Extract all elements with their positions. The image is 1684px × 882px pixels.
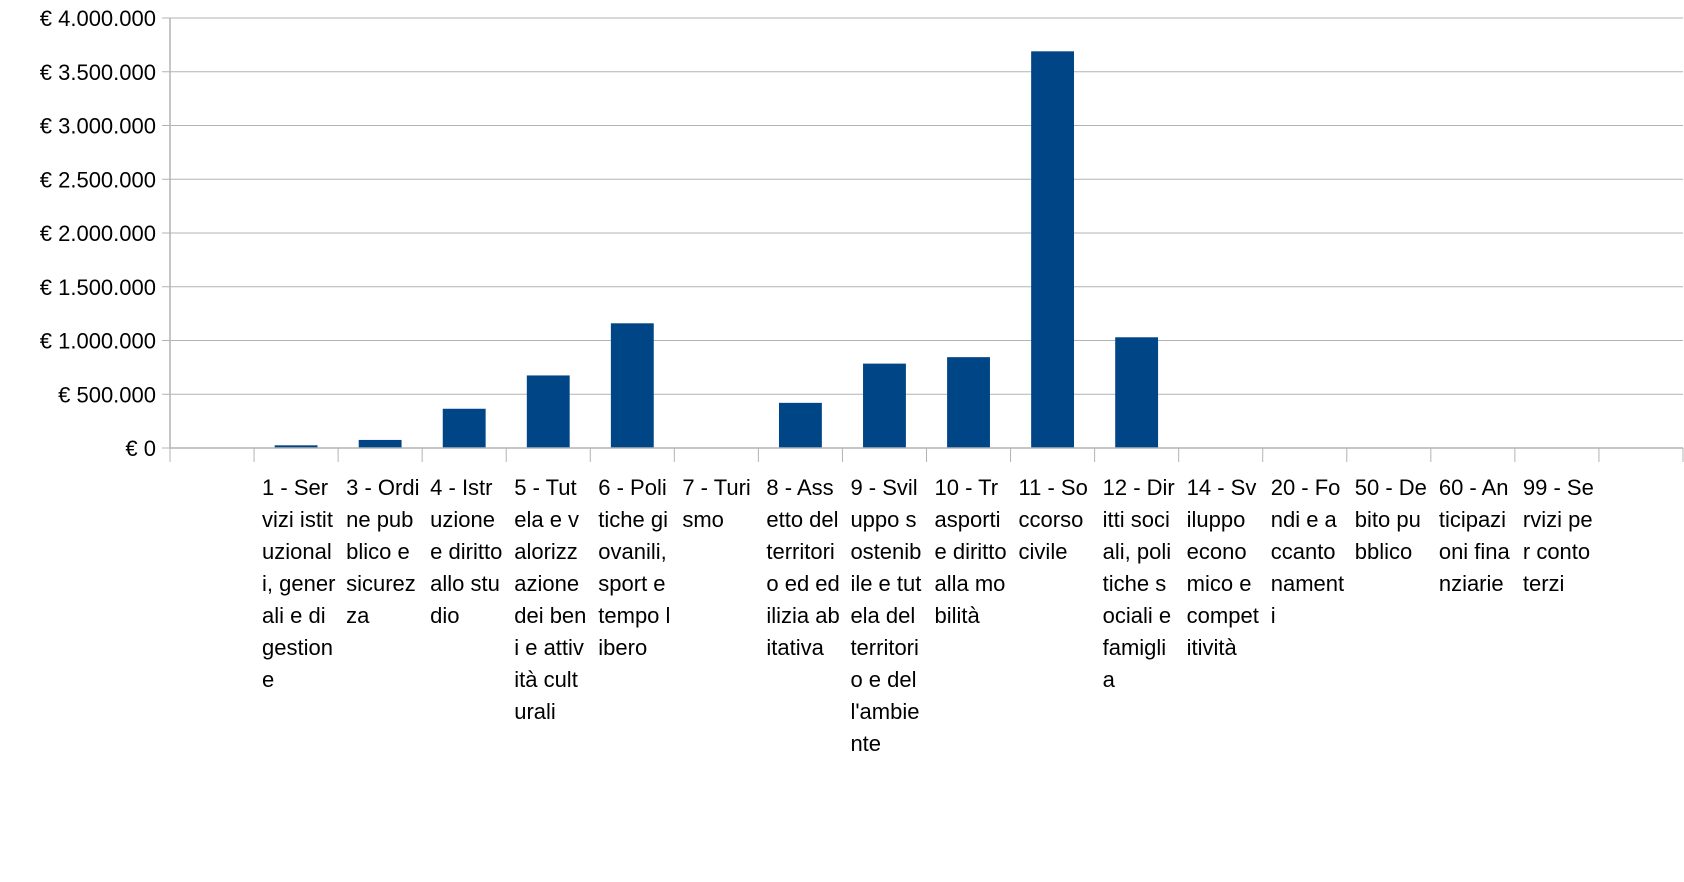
bar	[442, 408, 486, 448]
y-axis-tick-labels: € 0 € 500.000 € 1.000.000 € 1.500.000 € 2.00…	[40, 6, 156, 461]
x-category-label: 5 - Tutela e valorizzazione dei beni e a…	[514, 475, 587, 724]
x-category-label: 99 - Servizi per conto terzi	[1522, 475, 1594, 596]
y-tick-label: € 500.000	[58, 382, 156, 407]
bar	[1115, 337, 1159, 448]
x-category-label: 4 - Istruzione e diritto allo studio	[430, 475, 503, 628]
bar	[778, 402, 822, 448]
x-category-label: 12 - Diritti sociali, politiche sociali …	[1102, 475, 1175, 692]
bar	[610, 323, 654, 448]
bar	[947, 357, 990, 448]
x-category-label: 8 - Assetto del territorio ed edilizia a…	[766, 475, 840, 660]
x-category-label: 7 - Turismo	[682, 475, 751, 532]
x-category-label: 10 - Trasporti e diritto alla mobilità	[934, 475, 1007, 628]
x-category-label: 20 - Fondi e accantonamenti	[1270, 475, 1345, 628]
x-category-label: 1 - Servizi istituzionali, generali e di…	[262, 475, 336, 692]
x-category-label: 3 - Ordine pubblico e sicurezza	[346, 475, 420, 628]
y-tick-label: € 2.500.000	[40, 167, 156, 192]
bar	[274, 445, 318, 448]
bars	[274, 51, 1159, 448]
x-category-label: 11 - Soccorso civile	[1018, 475, 1088, 564]
x-category-label: 9 - Sviluppo sostenibile e tutela del te…	[850, 475, 922, 756]
bar	[526, 375, 570, 448]
y-tick-label: € 3.500.000	[40, 60, 156, 85]
bar	[358, 439, 402, 448]
y-tick-label: € 1.000.000	[40, 329, 156, 354]
y-tick-label: € 0	[125, 436, 156, 461]
y-tick-label: € 1.500.000	[40, 275, 156, 300]
gridlines	[162, 17, 1683, 449]
x-axis-ticks	[169, 448, 1684, 462]
x-category-label: 60 - Anticipazioni finanziarie	[1438, 475, 1510, 596]
y-tick-label: € 2.000.000	[40, 221, 156, 246]
bar	[863, 363, 906, 448]
x-category-label: 50 - Debito pubblico	[1354, 475, 1427, 564]
y-tick-label: € 3.000.000	[40, 114, 156, 139]
x-category-label: 6 - Politiche giovanili, sport e tempo l…	[598, 475, 671, 660]
x-category-label: 14 - Sviluppo economico e competitività	[1186, 475, 1259, 660]
bar	[1031, 51, 1075, 448]
y-tick-label: € 4.000.000	[40, 6, 156, 31]
